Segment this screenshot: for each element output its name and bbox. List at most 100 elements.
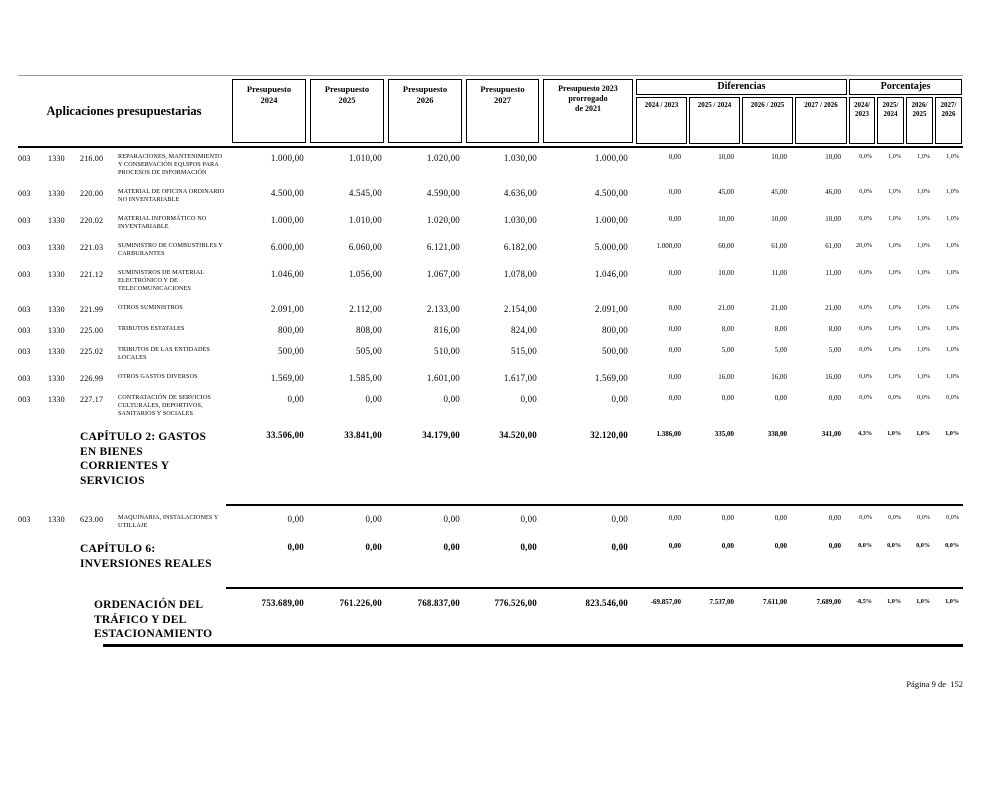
diferencia-2025-2024: 21,00 xyxy=(718,304,734,312)
diferencia-2026-2025: 5,00 xyxy=(774,346,787,354)
org-code: 003 xyxy=(18,347,31,356)
presupuesto-2025-value: 761.226,00 xyxy=(339,598,382,608)
diferencias-col-2027-2026: 2027 / 2026 xyxy=(795,97,847,144)
presupuesto-2023-prorrogado-value: 1.046,00 xyxy=(594,269,628,279)
page-number: Página 9 de 152 xyxy=(906,679,963,689)
porcentaje-2027-2026: 1,0% xyxy=(945,598,959,605)
table-row: CAPÍTULO 2: GASTOS EN BIENES CORRIENTES … xyxy=(18,429,963,488)
presupuesto-2025-value: 1.585,00 xyxy=(348,373,382,383)
diferencia-2025-2024: 10,00 xyxy=(718,153,734,161)
porcentaje-2027-2026: 0,0% xyxy=(945,542,959,549)
porcentaje-2026-2025: 1,0% xyxy=(917,269,930,276)
diferencia-2024-2023: -69.857,00 xyxy=(650,598,681,606)
economic-code: 226.99 xyxy=(80,374,104,383)
diferencia-2026-2025: 10,00 xyxy=(771,215,787,223)
application-description: SUMINISTROS DE MATERIAL ELECTRÓNICO Y DE… xyxy=(118,269,204,292)
functional-code: 1330 xyxy=(48,154,65,163)
presupuesto-2024-value: 4.500,00 xyxy=(270,188,304,198)
application-description: TRIBUTOS ESTATALES xyxy=(118,325,185,332)
porcentajes-col-2026-2025: 2026/ 2025 xyxy=(906,97,933,144)
org-code: 003 xyxy=(18,243,31,252)
org-code: 003 xyxy=(18,515,31,524)
presupuesto-2026-value: 816,00 xyxy=(434,325,460,335)
diferencia-2027-2026: 46,00 xyxy=(825,188,841,196)
porcentaje-2025-2024: 1,0% xyxy=(888,304,901,311)
presupuesto-2024-value: 753.689,00 xyxy=(261,598,304,608)
porcentaje-2024-2023: 0,0% xyxy=(859,325,872,332)
org-code: 003 xyxy=(18,395,31,404)
economic-code: 216.00 xyxy=(80,154,104,163)
org-code: 003 xyxy=(18,326,31,335)
diferencia-2025-2024: 0,00 xyxy=(721,394,734,402)
application-description: ORDENACIÓN DEL TRÁFICO Y DEL ESTACIONAMI… xyxy=(94,599,213,640)
porcentaje-2027-2026: 0,0% xyxy=(946,514,959,521)
org-code: 003 xyxy=(18,216,31,225)
table-row: ORDENACIÓN DEL TRÁFICO Y DEL ESTACIONAMI… xyxy=(18,597,963,642)
porcentaje-2027-2026: 1,0% xyxy=(946,304,959,311)
presupuesto-2023-prorrogado-value: 500,00 xyxy=(602,346,628,356)
org-code: 003 xyxy=(18,305,31,314)
presupuesto-2027-value: 4.636,00 xyxy=(503,188,537,198)
economic-code: 221.12 xyxy=(80,270,104,279)
presupuesto-2025-value: 2.112,00 xyxy=(349,304,382,314)
presupuesto-2026-value: 4.590,00 xyxy=(426,188,460,198)
diferencia-2025-2024: 45,00 xyxy=(718,188,734,196)
diferencia-2024-2023: 0,00 xyxy=(668,269,681,277)
porcentajes-group-header: Porcentajes 2024/ 2023 2025/ 2024 2026/ … xyxy=(848,79,963,144)
porcentaje-2026-2025: 1,0% xyxy=(917,153,930,160)
diferencia-2025-2024: 10,00 xyxy=(718,269,734,277)
presupuesto-2027-value: 824,00 xyxy=(511,325,537,335)
porcentaje-2025-2024: 1,0% xyxy=(888,269,901,276)
porcentaje-2025-2024: 1,0% xyxy=(888,153,901,160)
economic-code: 220.02 xyxy=(80,216,104,225)
presupuesto-2023-prorrogado-value: 5.000,00 xyxy=(594,242,628,252)
porcentaje-2026-2025: 1,0% xyxy=(917,188,930,195)
diferencia-2024-2023: 0,00 xyxy=(668,153,681,161)
application-description: TRIBUTOS DE LAS ENTIDADES LOCALES xyxy=(118,346,210,361)
org-code: 003 xyxy=(18,189,31,198)
presupuesto-2024-value: 800,00 xyxy=(278,325,304,335)
diferencia-2026-2025: 21,00 xyxy=(771,304,787,312)
diferencia-2025-2024: 7.537,00 xyxy=(709,598,735,606)
presupuesto-2027-value: 776.526,00 xyxy=(494,598,537,608)
presupuesto-2025-value: 0,00 xyxy=(365,542,382,552)
presupuesto-2026-value: 0,00 xyxy=(443,514,460,524)
diferencia-2025-2024: 10,00 xyxy=(718,215,734,223)
porcentaje-2024-2023: 0,0% xyxy=(859,346,872,353)
diferencia-2026-2025: 16,00 xyxy=(771,373,787,381)
presupuesto-2023-prorrogado-value: 0,00 xyxy=(611,542,628,552)
presupuesto-2026-value: 0,00 xyxy=(443,542,460,552)
top-rule xyxy=(18,75,963,76)
presupuesto-2023-prorrogado-value: 1.000,00 xyxy=(594,153,628,163)
presupuesto-2026-value: 34.179,00 xyxy=(422,430,460,440)
applications-column-header: Aplicaciones presupuestarias xyxy=(46,103,202,118)
diferencia-2027-2026: 0,00 xyxy=(828,514,841,522)
functional-code: 1330 xyxy=(48,305,65,314)
diferencia-2026-2025: 11,00 xyxy=(771,269,788,277)
porcentaje-2026-2025: 0,0% xyxy=(917,514,930,521)
diferencia-2024-2023: 0,00 xyxy=(668,325,681,333)
table-row: 003 1330 226.99 OTROS GASTOS DIVERSOS 1.… xyxy=(18,373,963,383)
porcentaje-2024-2023: 0,0% xyxy=(859,215,872,222)
presupuesto-2026-value: 6.121,00 xyxy=(426,242,460,252)
porcentaje-2024-2023: 0,0% xyxy=(859,269,872,276)
diferencia-2027-2026: 10,00 xyxy=(825,153,841,161)
diferencia-2027-2026: 16,00 xyxy=(825,373,841,381)
presupuesto-2025-value: 505,00 xyxy=(356,346,382,356)
table-row: 003 1330 220.02 MATERIAL INFORMÁTICO NO … xyxy=(18,215,963,231)
porcentaje-2027-2026: 1,0% xyxy=(946,269,959,276)
presupuesto-2024-value: 1.000,00 xyxy=(270,153,304,163)
presupuesto-2027-value: 0,00 xyxy=(520,394,537,404)
presupuesto-2023-prorrogado-value: 2.091,00 xyxy=(594,304,628,314)
presupuesto-2025-value: 6.060,00 xyxy=(348,242,382,252)
diferencia-2026-2025: 8,00 xyxy=(774,325,787,333)
diferencia-2025-2024: 5,00 xyxy=(721,346,734,354)
diferencia-2026-2025: 7.611,00 xyxy=(762,598,787,606)
diferencia-2024-2023: 0,00 xyxy=(668,188,681,196)
porcentaje-2024-2023: 0,0% xyxy=(858,542,872,549)
porcentaje-2025-2024: 0,0% xyxy=(888,394,901,401)
presupuesto-2023-prorrogado-value: 1.000,00 xyxy=(594,215,628,225)
presupuesto-2025-value: 4.545,00 xyxy=(348,188,382,198)
diferencia-2026-2025: 10,00 xyxy=(771,153,787,161)
diferencia-2025-2024: 0,00 xyxy=(721,542,734,550)
